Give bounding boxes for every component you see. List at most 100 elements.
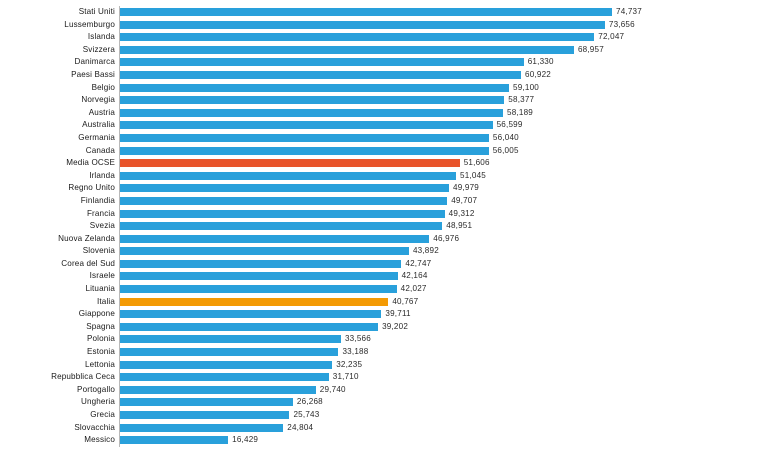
bar-track: 59,100: [120, 82, 775, 95]
bar: [120, 8, 612, 16]
bar-track: 61,330: [120, 56, 775, 69]
bar-track: 72,047: [120, 31, 775, 44]
category-label: Islanda: [87, 32, 115, 42]
value-label: 33,566: [344, 334, 371, 344]
bar-track: 33,566: [120, 333, 775, 346]
bar-track: 42,164: [120, 270, 775, 283]
bar: [120, 348, 339, 357]
bar-row: Israele 42,164: [0, 270, 775, 283]
bar: [120, 146, 489, 155]
value-label: 72,047: [598, 32, 625, 42]
bar-track: 25,743: [120, 409, 775, 422]
category-label: Slovenia: [82, 246, 115, 256]
bar: [120, 234, 430, 243]
bar: [120, 411, 290, 419]
category-label: Repubblica Ceca: [51, 372, 115, 382]
value-label: 56,005: [492, 145, 519, 155]
bar-row: Nuova Zelanda 46,976: [0, 233, 775, 246]
bar-row: Austria 58,189: [0, 107, 775, 120]
category-label: Finlandia: [80, 195, 115, 205]
category-label: Germania: [78, 132, 115, 142]
bar-row: Grecia 25,743: [0, 409, 775, 422]
value-label: 49,707: [451, 195, 478, 205]
bar-row: Estonia 33,188: [0, 346, 775, 359]
bar: [120, 360, 333, 369]
value-label: 48,951: [446, 221, 473, 231]
bar: [120, 398, 293, 407]
bar: [120, 322, 379, 331]
bar-track: 42,027: [120, 283, 775, 296]
bar: [120, 184, 450, 193]
bar-row: Irlanda 51,045: [0, 170, 775, 183]
bar-row: Islanda 72,047: [0, 31, 775, 44]
bar-row: Regno Unito 49,979: [0, 182, 775, 195]
plot-area: Stati Uniti 74,737 Lussemburgo 73,656 Island…: [0, 6, 775, 447]
bar-row: Slovenia 43,892: [0, 245, 775, 258]
bar-track: 56,040: [120, 132, 775, 145]
category-label: Austria: [88, 107, 115, 117]
value-label: 16,429: [232, 435, 259, 445]
bar-track: 74,737: [120, 6, 775, 19]
category-label: Polonia: [86, 334, 115, 344]
value-label: 29,740: [319, 384, 346, 394]
bar-row: Svezia 48,951: [0, 220, 775, 233]
bar: [120, 297, 389, 306]
bar-track: 56,005: [120, 145, 775, 158]
bar-row: Belgio 59,100: [0, 82, 775, 95]
bar: [120, 58, 524, 67]
bar-track: 33,188: [120, 346, 775, 359]
bar: [120, 310, 382, 319]
bar-row: Polonia 33,566: [0, 333, 775, 346]
bar-track: 58,189: [120, 107, 775, 120]
value-label: 43,892: [412, 246, 439, 256]
value-label: 39,711: [385, 309, 411, 319]
bar-track: 58,377: [120, 94, 775, 107]
category-label: Irlanda: [89, 170, 115, 180]
bar-row: Germania 56,040: [0, 132, 775, 145]
value-label: 51,606: [463, 158, 490, 168]
category-label: Svezia: [89, 221, 115, 231]
bar-row: Media OCSE 51,606: [0, 157, 775, 170]
bar-row: Corea del Sud 42,747: [0, 258, 775, 271]
value-label: 25,743: [293, 410, 320, 419]
bar-track: 73,656: [120, 19, 775, 32]
value-label: 46,976: [433, 233, 460, 243]
value-label: 51,045: [460, 170, 486, 180]
bar-track: 51,045: [120, 170, 775, 183]
bar-row: Italia 40,767: [0, 296, 775, 309]
bar-track: 48,951: [120, 220, 775, 233]
bar-track: 49,979: [120, 182, 775, 195]
y-axis-line: [119, 6, 120, 447]
bar-row: Repubblica Ceca 31,710: [0, 371, 775, 384]
bar-row: Portogallo 29,740: [0, 384, 775, 397]
value-label: 58,377: [508, 95, 535, 105]
bar-row: Australia 56,599: [0, 119, 775, 132]
bar: [120, 45, 574, 54]
category-label: Lettonia: [84, 359, 115, 369]
bar: [120, 436, 229, 445]
value-label: 42,027: [400, 284, 427, 294]
bar-track: 32,235: [120, 359, 775, 372]
bar-row: Stati Uniti 74,737: [0, 6, 775, 19]
bar: [120, 285, 397, 294]
value-label: 74,737: [616, 7, 642, 16]
bar-track: 49,312: [120, 208, 775, 221]
value-label: 59,100: [513, 82, 540, 92]
value-label: 40,767: [392, 296, 419, 306]
bar: [120, 20, 605, 29]
category-label: Nuova Zelanda: [58, 233, 115, 243]
category-label: Australia: [82, 120, 115, 130]
bar-track: 51,606: [120, 157, 775, 170]
category-label: Corea del Sud: [61, 258, 115, 268]
bar-rows-container: Stati Uniti 74,737 Lussemburgo 73,656 Island…: [0, 6, 775, 447]
category-label: Belgio: [91, 82, 115, 92]
category-label: Danimarca: [74, 57, 115, 67]
value-label: 49,312: [448, 208, 475, 218]
bar: [120, 209, 445, 218]
bar: [120, 159, 460, 168]
value-label: 33,188: [342, 347, 369, 357]
value-label: 39,202: [382, 321, 409, 331]
bar-track: 46,976: [120, 233, 775, 246]
bar-row: Lussemburgo 73,656: [0, 19, 775, 32]
